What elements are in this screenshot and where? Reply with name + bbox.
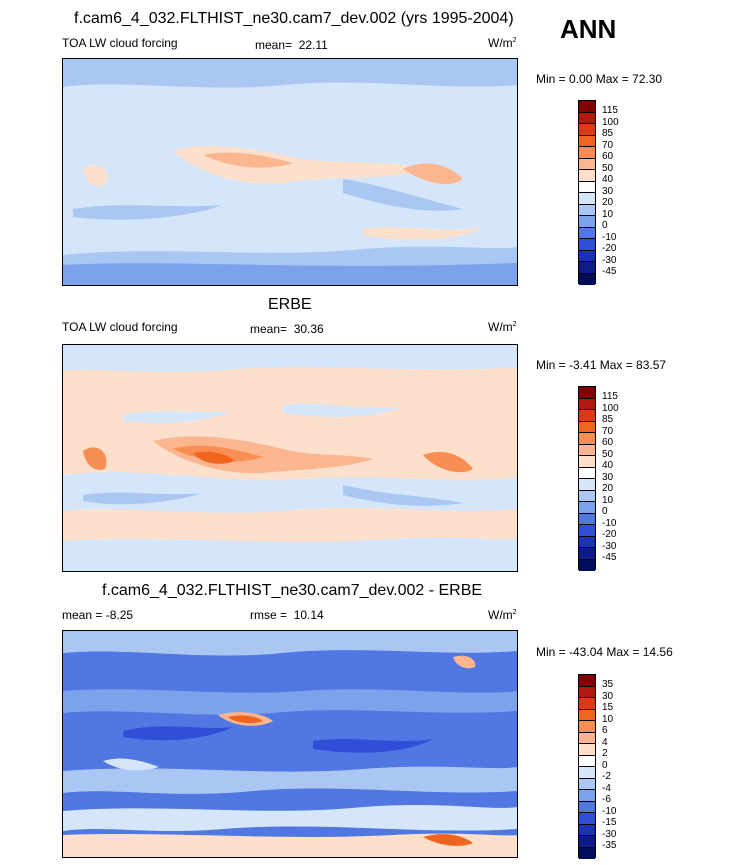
tick: -30 [602,254,617,266]
panel2-colorbar [578,386,596,571]
panel2-colorbar-labels: 115 100 85 70 60 50 40 30 20 10 0 -10 -2… [602,392,642,576]
tick: 100 [602,402,619,414]
panel1-map [62,58,518,286]
panel3-map-field [63,631,517,857]
tick: -20 [602,529,617,540]
tick: 30 [602,471,614,483]
tick: -30 [602,828,617,840]
tick: 60 [602,151,614,162]
tick: -45 [602,552,617,563]
tick: 4 [602,736,608,748]
panel1-minmax: Min = 0.00 Max = 72.30 [536,72,663,86]
panel3-colorbar-labels: 35 30 15 10 6 4 2 0 -2 -4 -6 -10 -15 -30… [602,680,642,864]
panel1-variable-label: TOA LW cloud forcing [62,36,178,50]
tick: -35 [602,840,617,851]
tick: 85 [602,128,614,139]
tick: -2 [602,771,611,782]
tick: 100 [602,116,619,128]
tick: 30 [602,690,614,702]
tick: 60 [602,437,614,448]
tick: 20 [602,483,614,494]
panel2-mean-label: mean= 30.36 [250,322,324,336]
tick: -4 [602,782,611,794]
tick: 0 [602,506,608,517]
panel3-mean-label: mean = -8.25 [62,608,134,622]
panel1-colorbar [578,100,596,285]
panel2-map-field [63,345,517,571]
tick: 115 [602,105,618,116]
tick: -10 [602,805,617,817]
tick: 20 [602,197,614,208]
tick: 35 [602,679,614,690]
tick: 10 [602,494,614,506]
panel2-variable-label: TOA LW cloud forcing [62,320,178,334]
panel1-title: f.cam6_4_032.FLTHIST_ne30.cam7_dev.002 (… [74,10,514,27]
panel2-title: ERBE [268,296,312,313]
tick: 40 [602,174,614,185]
tick: 50 [602,448,614,460]
tick: 0 [602,220,608,231]
panel3-units: W/m2 [488,608,517,622]
tick: 0 [602,759,608,771]
tick: -6 [602,794,611,805]
season-label: ANN [560,14,617,44]
tick: 2 [602,748,608,759]
panel3-colorbar [578,674,596,859]
tick: 15 [602,702,614,713]
tick: 50 [602,162,614,174]
tick: 10 [602,713,614,725]
panel1-colorbar-labels: 115 100 85 70 60 50 40 30 20 10 0 -10 -2… [602,106,642,290]
tick: -20 [602,243,617,254]
tick: 70 [602,425,614,437]
tick: -30 [602,540,617,552]
panel3-map [62,630,518,858]
tick: 70 [602,139,614,151]
tick: 30 [602,185,614,197]
tick: -45 [602,266,617,277]
panel1-mean-label: mean= 22.11 [255,38,328,52]
panel2-minmax: Min = -3.41 Max = 83.57 [536,358,667,372]
panel3-rmse-label: rmse = 10.14 [250,608,324,622]
tick: -15 [602,817,617,828]
panel1-units: W/m2 [488,36,517,50]
panel1-map-field [63,59,517,285]
panel3-title: f.cam6_4_032.FLTHIST_ne30.cam7_dev.002 -… [102,582,483,599]
panel2-units: W/m2 [488,320,517,334]
tick: 6 [602,725,608,736]
tick: 115 [602,391,618,402]
panel3-minmax: Min = -43.04 Max = 14.56 [536,645,673,659]
tick: 85 [602,414,614,425]
tick: -10 [602,231,617,243]
panel2-map [62,344,518,572]
tick: -10 [602,517,617,529]
tick: 10 [602,208,614,220]
tick: 40 [602,460,614,471]
